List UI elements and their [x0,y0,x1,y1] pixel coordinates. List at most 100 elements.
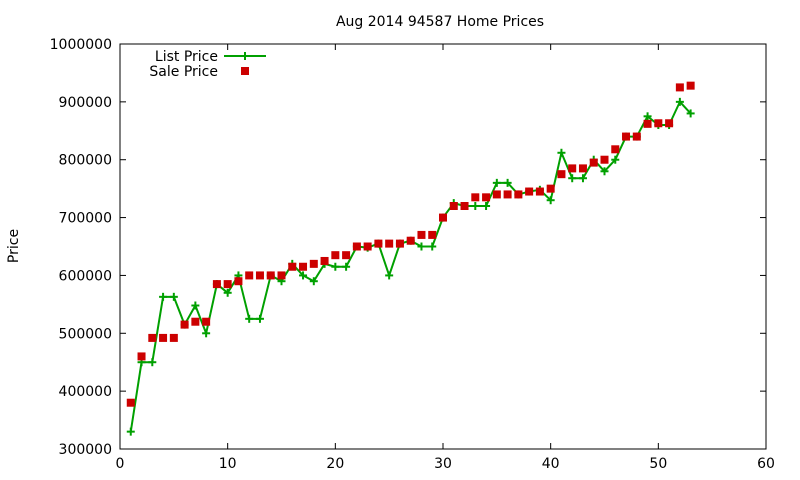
point-list-price-48 [643,112,652,121]
point-sale-price-11 [245,271,254,280]
point-list-price-34 [492,178,501,187]
chart-title: Aug 2014 94587 Home Prices [336,14,544,30]
point-sale-price-18 [320,256,329,265]
point-sale-price-5 [180,320,189,329]
point-sale-price-25 [395,239,404,248]
point-sale-price-44 [600,155,609,164]
y-tick-label-0: 300000 [59,442,112,458]
point-sale-price-41 [568,164,577,173]
legend-marker-list-price [241,52,249,60]
point-sale-price-46 [622,132,631,141]
point-list-price-6 [191,301,200,310]
point-list-price-45 [611,155,620,164]
legend: List Price Sale Price [149,49,266,80]
point-sale-price-30 [449,202,458,210]
point-sale-price-38 [535,187,544,196]
point-list-price-33 [482,202,491,210]
point-sale-price-21 [352,242,361,251]
point-list-price-28 [428,242,437,251]
point-list-price-52 [686,109,695,118]
x-tick-label-6: 60 [757,456,775,472]
point-list-price-35 [503,178,512,187]
legend-label-sale-price: Sale Price [149,64,218,80]
x-tick-label-4: 40 [542,456,560,472]
y-tick-label-3: 600000 [59,268,112,284]
point-sale-price-12 [255,271,264,280]
point-list-price-7 [202,329,211,338]
point-list-price-24 [385,271,394,280]
point-sale-price-13 [266,271,275,280]
point-sale-price-31 [460,202,469,210]
point-sale-price-14 [277,271,286,280]
point-list-price-20 [342,262,351,271]
x-tick-label-1: 10 [219,456,237,472]
point-list-price-51 [675,97,684,106]
point-sale-price-22 [363,242,372,251]
point-list-price-41 [568,174,577,183]
y-axis-label: Price [6,229,22,263]
y-tick-label-2: 500000 [59,326,112,342]
point-sale-price-40 [557,170,566,179]
point-list-price-4 [169,292,178,301]
point-list-price-3 [159,292,168,301]
point-list-price-12 [255,314,264,323]
point-sale-price-10 [234,277,243,286]
y-tick-label-1: 400000 [59,384,112,400]
point-sale-price-23 [374,239,383,248]
point-list-price-32 [471,202,480,210]
point-sale-price-3 [159,333,168,342]
y-tick-label-5: 800000 [59,153,112,169]
point-sale-price-28 [428,230,437,239]
point-sale-price-26 [406,236,415,245]
point-sale-price-16 [299,262,308,271]
point-sale-price-52 [686,81,695,90]
point-sale-price-50 [665,119,674,128]
point-sale-price-34 [492,190,501,199]
point-sale-price-20 [342,251,351,260]
point-sale-price-7 [202,317,211,326]
point-list-price-2 [148,358,157,367]
point-sale-price-2 [148,333,157,342]
point-sale-price-39 [546,184,555,193]
point-list-price-17 [309,277,318,286]
point-list-price-44 [600,167,609,176]
point-sale-price-47 [632,132,641,141]
point-sale-price-45 [611,145,620,154]
x-tick-label-3: 30 [434,456,452,472]
legend-label-list-price: List Price [155,49,218,65]
point-list-price-40 [557,148,566,157]
point-sale-price-9 [223,280,232,289]
plot-layer: 300000 400000 500000 600000 700000 800000 9000… [50,37,775,472]
point-list-price-11 [245,314,254,323]
point-list-price-39 [546,196,555,205]
point-sale-price-51 [675,83,684,92]
point-sale-price-48 [643,119,652,128]
point-list-price-19 [331,262,340,271]
point-sale-price-4 [169,333,178,342]
point-sale-price-19 [331,251,340,260]
point-sale-price-24 [385,239,394,248]
point-sale-price-1 [137,352,146,361]
point-list-price-27 [417,242,426,251]
point-sale-price-27 [417,230,426,239]
point-sale-price-8 [212,280,221,289]
point-sale-price-29 [439,213,447,222]
y-tick-label-4: 700000 [59,211,112,227]
y-tick-label-6: 900000 [59,95,112,111]
x-tick-label-5: 50 [649,456,667,472]
point-list-price-42 [578,174,587,183]
point-sale-price-49 [654,119,663,128]
point-sale-price-32 [471,193,480,202]
point-list-price-16 [299,271,308,280]
point-sale-price-33 [482,193,491,202]
legend-marker-sale-price [241,67,249,75]
y-tick-label-7: 1000000 [50,37,112,53]
point-sale-price-35 [503,190,512,199]
point-sale-price-17 [309,259,318,268]
point-sale-price-15 [288,262,297,271]
point-sale-price-0 [126,398,135,407]
point-list-price-0 [126,427,135,436]
x-tick-label-2: 20 [326,456,344,472]
